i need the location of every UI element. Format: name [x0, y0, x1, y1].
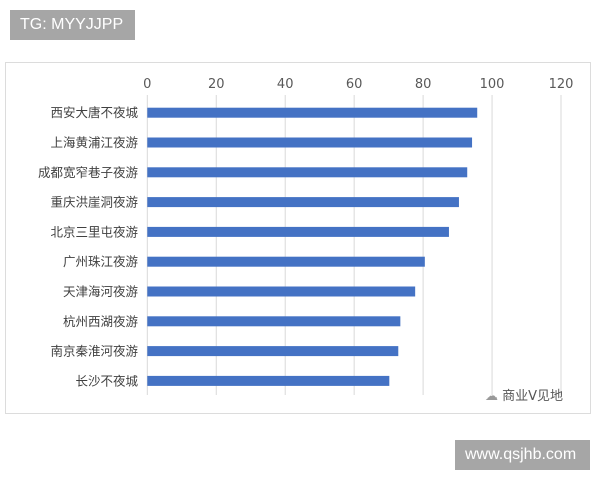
x-tick-label: 20 [208, 77, 225, 92]
watermark-bottom: www.qsjhb.com [455, 440, 590, 470]
bar [147, 256, 425, 267]
category-label: 西安大唐不夜城 [50, 105, 138, 120]
bar [147, 197, 459, 208]
category-label: 北京三里屯夜游 [50, 224, 138, 239]
bar [147, 226, 449, 237]
x-tick-label: 60 [346, 77, 363, 92]
x-tick-label: 40 [277, 77, 294, 92]
category-label: 长沙不夜城 [75, 373, 138, 388]
bar [147, 107, 478, 118]
source-mark-text: 商业V见地 [502, 389, 564, 404]
category-label: 广州珠江夜游 [63, 254, 139, 269]
watermark-top: TG: MYYJJPP [10, 10, 135, 40]
category-label: 杭州西湖夜游 [63, 314, 139, 329]
category-label: 南京秦淮河夜游 [50, 344, 138, 359]
category-label: 上海黄浦江夜游 [50, 135, 138, 150]
bar [147, 167, 468, 178]
source-mark: ☁ 商业V见地 [485, 385, 563, 404]
x-tick-label: 100 [480, 77, 505, 92]
bar [147, 316, 401, 327]
category-label: 天津海河夜游 [63, 284, 139, 299]
bar [147, 346, 399, 357]
wechat-icon: ☁ [485, 389, 503, 404]
x-tick-label: 120 [549, 77, 574, 92]
bar [147, 375, 390, 386]
x-tick-label: 0 [143, 77, 151, 92]
category-label: 重庆洪崖洞夜游 [50, 195, 138, 210]
chart-frame [5, 62, 591, 414]
bar [147, 286, 416, 297]
bar [147, 137, 473, 148]
category-label: 成都宽窄巷子夜游 [38, 165, 139, 180]
x-tick-label: 80 [415, 77, 432, 92]
